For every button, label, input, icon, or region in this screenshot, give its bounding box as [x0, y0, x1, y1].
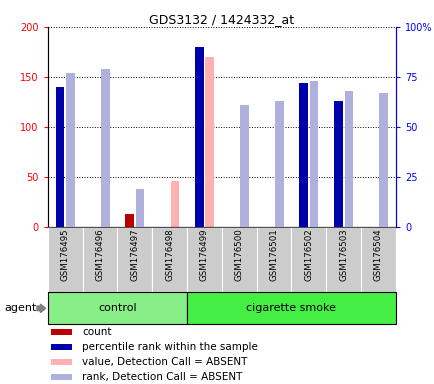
Bar	[51, 329, 72, 335]
Text: cigarette smoke: cigarette smoke	[246, 303, 335, 313]
Bar	[221, 227, 256, 292]
Bar	[205, 57, 214, 227]
Bar	[48, 227, 82, 292]
Bar	[187, 227, 221, 292]
Bar	[333, 101, 342, 227]
Bar	[125, 214, 134, 227]
Bar	[101, 127, 109, 227]
Text: GSM176500: GSM176500	[234, 228, 243, 281]
Bar	[344, 91, 352, 227]
Bar	[309, 81, 318, 227]
Text: GSM176498: GSM176498	[165, 228, 174, 281]
Bar	[51, 344, 72, 350]
Text: GSM176502: GSM176502	[304, 228, 312, 281]
Text: GSM176496: GSM176496	[95, 228, 104, 281]
Text: rank, Detection Call = ABSENT: rank, Detection Call = ABSENT	[82, 372, 242, 382]
Text: GSM176497: GSM176497	[130, 228, 139, 281]
Bar	[291, 227, 326, 292]
Bar	[333, 160, 342, 227]
Bar	[274, 162, 283, 227]
Text: GSM176495: GSM176495	[61, 228, 69, 281]
Text: GSM176503: GSM176503	[339, 228, 347, 281]
Bar	[274, 101, 283, 227]
Bar	[82, 227, 117, 292]
Title: GDS3132 / 1424332_at: GDS3132 / 1424332_at	[149, 13, 294, 26]
Bar	[378, 164, 387, 227]
Bar	[170, 180, 179, 227]
Bar	[194, 47, 203, 227]
Bar	[66, 73, 75, 227]
Text: agent: agent	[4, 303, 36, 313]
Bar	[135, 189, 144, 227]
Bar	[51, 359, 72, 365]
Bar	[326, 227, 360, 292]
Bar	[240, 105, 248, 227]
Bar	[101, 69, 109, 227]
Text: count: count	[82, 327, 112, 337]
Text: percentile rank within the sample: percentile rank within the sample	[82, 342, 257, 352]
Bar	[360, 227, 395, 292]
Bar	[240, 167, 248, 227]
Bar	[299, 113, 307, 227]
Bar	[299, 83, 307, 227]
Text: GSM176504: GSM176504	[373, 228, 382, 281]
Bar	[48, 292, 187, 324]
Bar	[56, 87, 64, 227]
Text: GSM176501: GSM176501	[269, 228, 278, 281]
Text: control: control	[98, 303, 136, 313]
Text: GSM176499: GSM176499	[200, 228, 208, 281]
Bar	[256, 227, 291, 292]
Bar	[152, 227, 187, 292]
Bar	[117, 227, 152, 292]
Text: value, Detection Call = ABSENT: value, Detection Call = ABSENT	[82, 357, 247, 367]
Bar	[378, 93, 387, 227]
Bar	[51, 374, 72, 380]
Bar	[187, 292, 395, 324]
Bar	[56, 149, 64, 227]
